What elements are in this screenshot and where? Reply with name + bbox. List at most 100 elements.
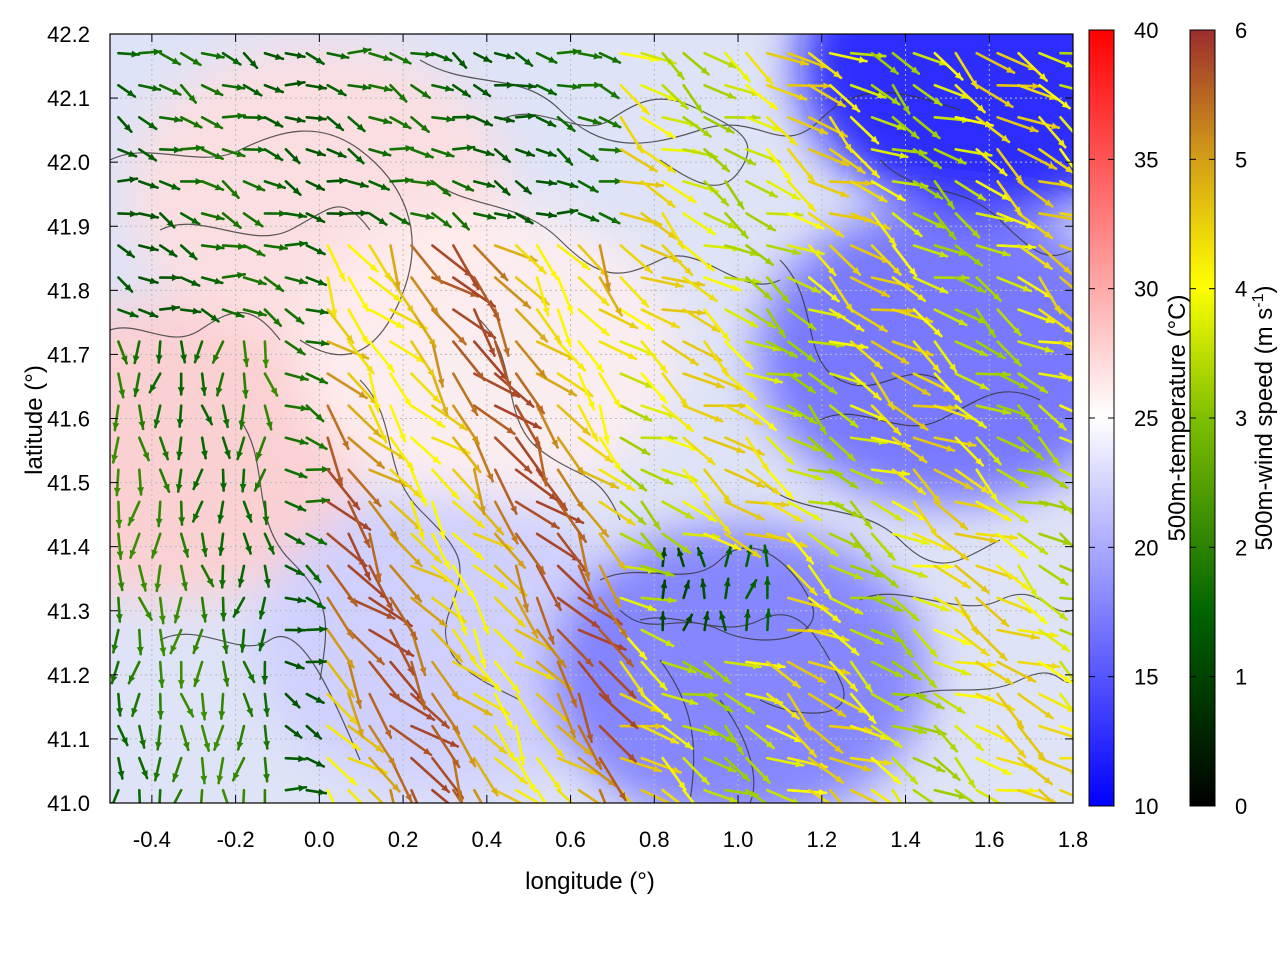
wind-vector	[912, 83, 943, 107]
wind-vector	[176, 404, 184, 428]
wind-vector	[200, 116, 224, 130]
wind-vector	[305, 625, 328, 633]
wind-vector	[996, 372, 1029, 390]
wind-vector	[493, 212, 516, 220]
wind-vector	[556, 468, 585, 511]
x-tick-label: 0.8	[639, 827, 670, 852]
wind-vector	[200, 692, 208, 721]
wind-vector	[619, 500, 647, 526]
wind-vector	[682, 276, 718, 303]
wind-vector	[661, 244, 694, 277]
wind-vector	[535, 788, 547, 803]
wind-vector	[1059, 212, 1073, 217]
wind-vector	[179, 116, 203, 129]
wind-vector	[786, 308, 817, 331]
wind-vector	[556, 756, 599, 776]
wind-vector	[598, 468, 636, 492]
wind-vector	[431, 180, 452, 197]
wind-vector	[284, 308, 305, 325]
wind-vector	[284, 276, 309, 285]
wind-vector	[912, 532, 952, 551]
wind-vector	[682, 691, 719, 699]
wind-vector	[127, 660, 141, 685]
wind-vector	[745, 83, 779, 111]
wind-vector	[284, 596, 307, 604]
wind-vector	[242, 692, 254, 718]
wind-vector	[472, 564, 509, 590]
wind-vector	[745, 212, 776, 232]
wind-vector	[723, 577, 731, 600]
wind-vector	[1017, 660, 1061, 670]
wind-vector	[347, 340, 375, 375]
y-tick-label: 41.7	[47, 342, 90, 367]
wind-vector	[682, 372, 725, 389]
wind-vector	[556, 692, 577, 739]
wind-vector	[682, 579, 691, 600]
wind-vector	[766, 308, 787, 339]
wind-vector	[849, 724, 890, 741]
wind-vector	[192, 468, 204, 491]
wind-vector	[493, 340, 512, 390]
wind-vector	[452, 308, 497, 340]
wind-vector	[577, 51, 603, 60]
contour-line	[819, 391, 1041, 427]
wind-vector	[472, 276, 501, 322]
wind-vector	[347, 596, 396, 620]
wind-vector	[828, 116, 853, 153]
wind-vector	[1059, 724, 1073, 732]
wind-vector	[640, 83, 677, 102]
y-tick-label: 42.2	[47, 22, 90, 47]
wind-vector	[598, 83, 620, 100]
wind-vector	[577, 404, 599, 443]
wind-vector	[598, 212, 621, 225]
wind-vector	[472, 468, 486, 516]
wind-vector	[493, 756, 528, 785]
wind-vector	[849, 116, 880, 145]
temperature-colorbar-ticks: 10 15 20 25 30 35 40	[1089, 18, 1158, 819]
wind-vector	[236, 724, 246, 751]
wind-vector	[954, 724, 985, 752]
wind-vector	[745, 276, 773, 301]
wind-vector	[577, 660, 612, 703]
wind-vector	[493, 532, 527, 570]
wind-vector	[933, 500, 969, 531]
wind-vector	[996, 243, 1037, 251]
wind-vector	[975, 308, 997, 338]
wind-vector	[619, 532, 653, 551]
wind-vector	[1059, 51, 1073, 55]
wind-vector	[179, 177, 205, 185]
y-axis: 41.0 41.1 41.2 41.3 41.4 41.5 41.6 41.7 41.8 41.9…	[47, 22, 1073, 816]
wind-vector	[598, 756, 627, 802]
wind-vector	[577, 756, 617, 788]
wind-vector	[200, 276, 224, 285]
wind-vector	[389, 468, 422, 499]
wind-vector	[231, 756, 246, 782]
wind-vector	[158, 788, 162, 803]
wind-vector	[389, 116, 412, 130]
wind-vector	[493, 51, 516, 60]
wind-vector	[431, 340, 445, 388]
wind-vector	[745, 244, 775, 266]
wind-vector	[535, 404, 559, 449]
wind-vector	[117, 756, 125, 780]
wind-vector	[347, 244, 379, 273]
wind-vector	[996, 436, 1030, 453]
wind-vector	[682, 51, 710, 76]
wind-vector	[912, 116, 941, 140]
wind-vector	[326, 404, 350, 451]
wind-vector	[410, 500, 425, 541]
wind-vector	[221, 271, 247, 279]
wind-vector	[305, 180, 326, 191]
wind-vector	[262, 756, 270, 783]
wind-vector	[347, 468, 382, 508]
wind-vector	[472, 500, 505, 536]
wind-vector	[807, 372, 838, 395]
wind-vector	[389, 596, 418, 641]
wind-vector	[661, 756, 687, 791]
wind-vector	[305, 83, 328, 91]
wind-vector	[305, 532, 328, 546]
wind-vector	[828, 468, 859, 490]
wind-vector	[410, 372, 442, 404]
wind-vector	[933, 468, 974, 491]
wind-vector	[1017, 148, 1058, 170]
